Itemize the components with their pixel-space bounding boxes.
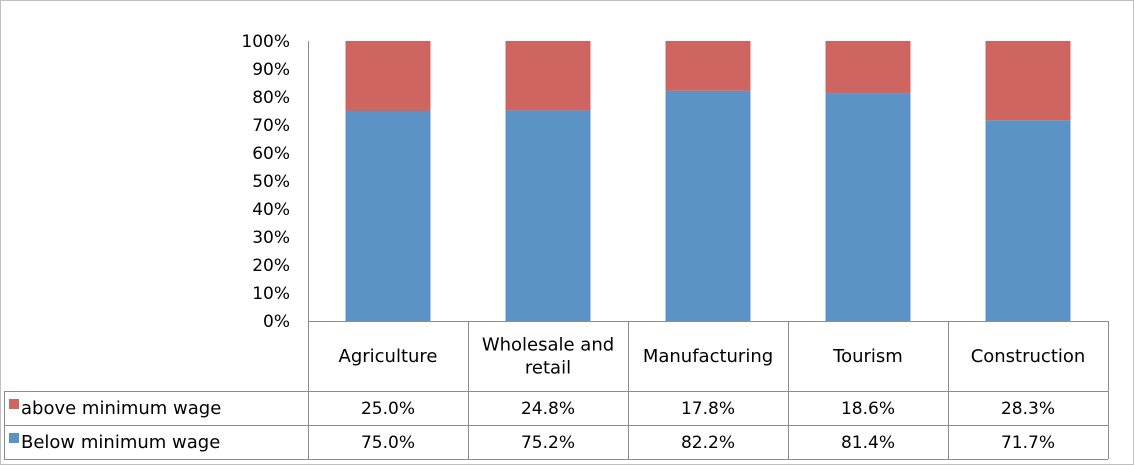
y-tick-label: 90% [252, 60, 290, 80]
series-name: above minimum wage [21, 398, 221, 419]
y-tick-label: 100% [241, 32, 290, 52]
data-label: 75.2% [521, 433, 575, 453]
y-tick-label: 50% [252, 172, 290, 192]
bar-above-3 [825, 41, 911, 94]
y-axis-ticks: 0% 10% 20% 30% 40% 50% 60% 70% 80% 90% 100% [241, 32, 290, 332]
y-tick-label: 20% [252, 256, 290, 276]
bar-below-4 [985, 120, 1071, 322]
bar-below-2 [665, 90, 751, 321]
data-label: 25.0% [361, 399, 415, 419]
data-table: Agriculture Wholesale and retail Manufactur… [4, 321, 1109, 460]
bar-above-1 [505, 41, 591, 111]
legend-key-above [9, 399, 19, 409]
bar-above-4 [985, 41, 1071, 121]
y-tick-label: 40% [252, 200, 290, 220]
data-label: 82.2% [681, 433, 735, 453]
category-label: Tourism [832, 346, 903, 367]
bar-below-0 [345, 111, 431, 321]
category-label: Manufacturing [643, 346, 773, 367]
series-name: Below minimum wage [21, 432, 220, 453]
data-label: 75.0% [361, 433, 415, 453]
data-label: 18.6% [841, 399, 895, 419]
bar-above-2 [665, 41, 751, 91]
y-tick-label: 10% [252, 284, 290, 304]
category-label: Agriculture [339, 346, 438, 367]
category-label: Wholesale and retail [482, 335, 614, 379]
y-tick-label: 30% [252, 228, 290, 248]
data-label: 24.8% [521, 399, 575, 419]
y-tick-label: 0% [263, 312, 290, 332]
bar-below-3 [825, 93, 911, 321]
bar-above-0 [345, 41, 431, 111]
bars [345, 41, 1071, 322]
legend-key-below [9, 433, 19, 443]
y-tick-label: 80% [252, 88, 290, 108]
data-label: 81.4% [841, 433, 895, 453]
data-label: 71.7% [1001, 433, 1055, 453]
bar-below-1 [505, 110, 591, 321]
data-label: 28.3% [1001, 399, 1055, 419]
y-tick-label: 70% [252, 116, 290, 136]
category-label: Construction [971, 346, 1086, 367]
data-label: 17.8% [681, 399, 735, 419]
y-tick-label: 60% [252, 144, 290, 164]
